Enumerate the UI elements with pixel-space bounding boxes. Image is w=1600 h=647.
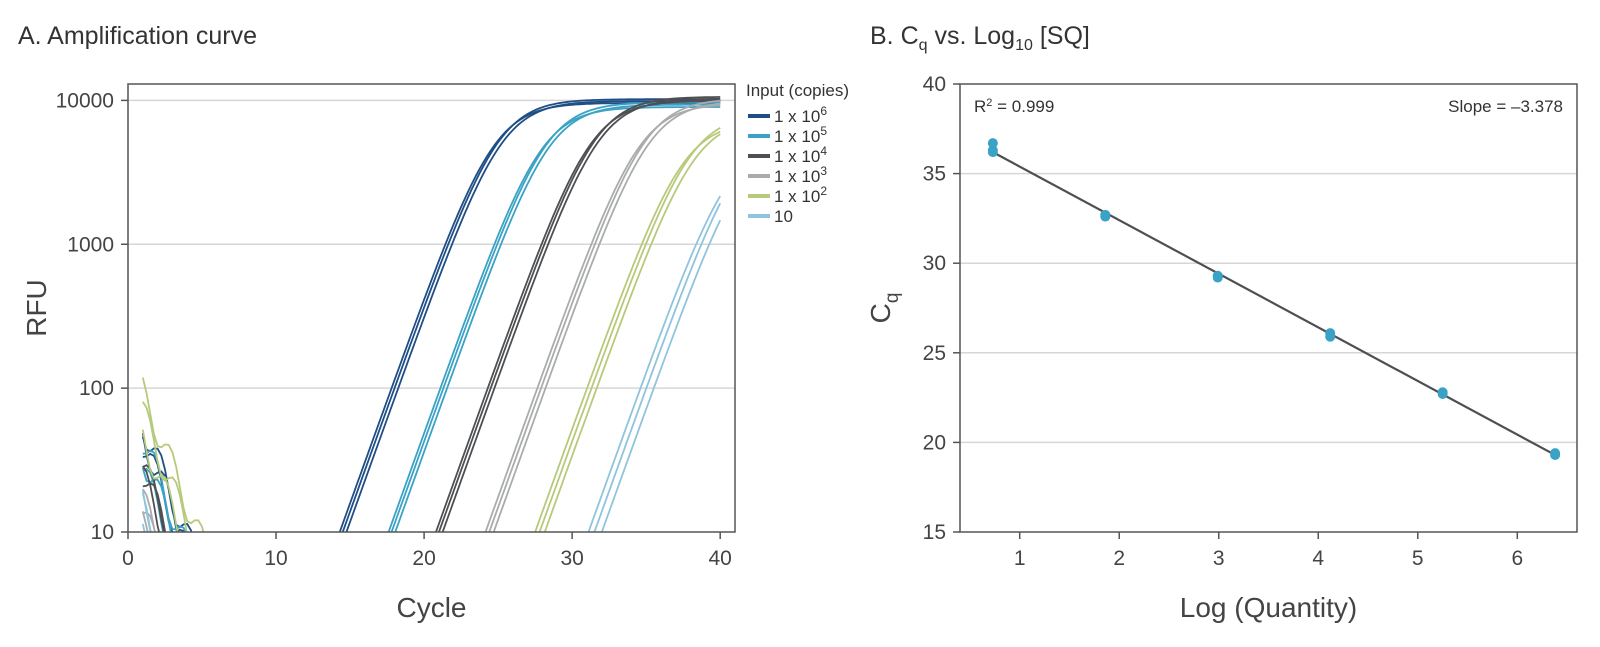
legend-label-2: 1 x 105	[774, 124, 827, 146]
legend-label-3: 1 x 104	[774, 144, 827, 166]
amplification-curve-1	[141, 98, 721, 532]
chart-b-x-tick-label: 3	[1213, 547, 1225, 570]
chart-b-y-tick-label: 20	[923, 431, 946, 454]
legend-title: Input (copies)	[746, 81, 849, 100]
chart-b-x-tick-label: 5	[1412, 547, 1424, 570]
data-point	[1100, 211, 1111, 222]
r-squared-annotation: R2 = 0.999	[974, 97, 1054, 116]
chart-b-x-tick-label: 6	[1511, 547, 1523, 570]
chart-a-y-tick-label: 1000	[67, 233, 114, 256]
chart-b-y-tick-label: 30	[923, 252, 946, 275]
amplification-curve-2	[142, 103, 721, 532]
amplification-curve-2	[142, 106, 721, 532]
legend-label-6: 10	[774, 207, 793, 226]
chart-b-frame	[959, 83, 1578, 533]
chart-b-title: B. Cq vs. Log10 [SQ]	[870, 22, 1090, 54]
chart-a-curves	[141, 96, 722, 532]
chart-b-x-tick-label: 1	[1014, 547, 1026, 570]
data-point	[1550, 449, 1561, 460]
amplification-curve-4	[142, 99, 721, 532]
data-point	[1437, 389, 1448, 400]
chart-b-y-tick-label: 35	[923, 163, 946, 186]
chart-a-x-tick-label: 10	[264, 547, 287, 570]
chart-a-x-tick-label: 30	[560, 547, 583, 570]
chart-a-title: A. Amplification curve	[18, 22, 257, 50]
chart-a-x-tick-label: 20	[412, 547, 435, 570]
amplification-curve-5	[141, 133, 721, 532]
data-point	[987, 138, 998, 149]
chart-a-x-axis-label: Cycle	[396, 592, 466, 623]
slope-annotation: Slope = –3.378	[1448, 97, 1563, 116]
amplification-curve-4	[142, 102, 721, 532]
data-point	[1325, 331, 1336, 342]
amplification-curve-3	[142, 100, 721, 532]
legend-label-1: 1 x 106	[774, 104, 827, 126]
amplification-chart: 0 10 20 30 40 10 100 1000 10000 Cycle RFU Input (co…	[21, 81, 849, 623]
regression-line	[992, 151, 1556, 456]
chart-a-x-tick-label: 0	[122, 547, 134, 570]
amplification-curve-6	[141, 202, 722, 532]
chart-a-y-tick-label: 100	[79, 377, 114, 400]
amplification-curve-1	[142, 102, 721, 532]
amplification-curve-5	[141, 130, 721, 532]
chart-a-y-axis-label: RFU	[21, 279, 52, 337]
amplification-curve-3	[142, 96, 721, 532]
amplification-curve-4	[141, 104, 721, 532]
chart-b-y-axis-label: Cq	[865, 293, 903, 324]
chart-b-x-axis-label: Log (Quantity)	[1180, 592, 1357, 623]
amplification-curve-6	[141, 219, 722, 532]
amplification-curve-5	[142, 127, 721, 532]
data-point	[1212, 272, 1223, 283]
chart-b-y-tick-label: 15	[923, 521, 946, 544]
amplification-curve-2	[141, 101, 721, 532]
amplification-curve-3	[142, 97, 721, 532]
chart-a-x-tick-label: 40	[709, 547, 732, 570]
chart-a-frame	[127, 83, 736, 533]
chart-b-y-tick-label: 25	[923, 342, 946, 365]
chart-b-x-tick-label: 4	[1312, 547, 1324, 570]
legend-label-5: 1 x 102	[774, 184, 827, 206]
data-point	[987, 147, 998, 158]
amplification-curve-1	[141, 100, 721, 532]
chart-a-y-tick-label: 10000	[56, 89, 114, 112]
chart-a-y-tick-label: 10	[91, 521, 114, 544]
chart-b-y-tick-label: 40	[923, 73, 946, 96]
chart-b-x-tick-label: 2	[1113, 547, 1125, 570]
legend-label-4: 1 x 103	[774, 164, 827, 186]
amplification-curve-6	[141, 195, 721, 532]
